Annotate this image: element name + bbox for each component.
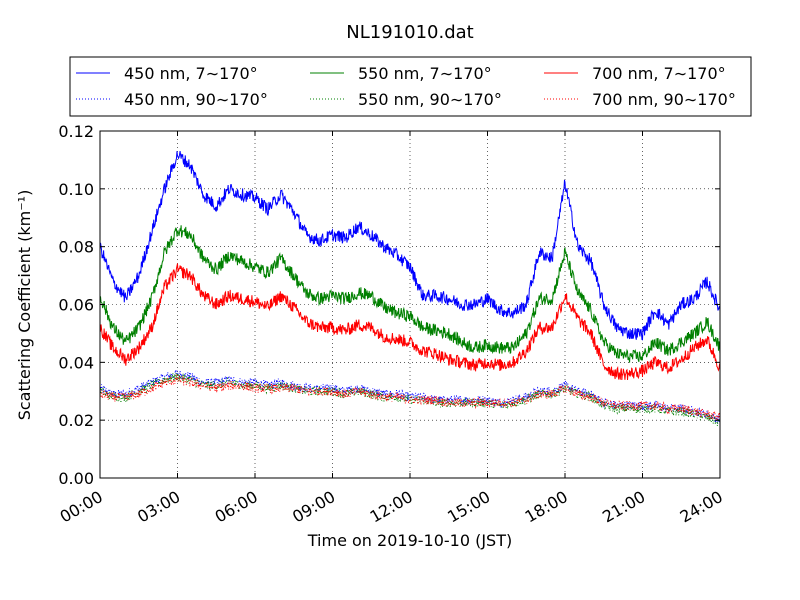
grid (100, 131, 720, 478)
legend-label: 450 nm, 90∼170° (124, 90, 268, 109)
legend-label: 700 nm, 90∼170° (592, 90, 736, 109)
legend: 450 nm, 7∼170° 450 nm, 90∼170° 550 nm, 7∼1… (69, 56, 752, 117)
series-line (99, 150, 721, 341)
y-axis-label: Scattering Coefficient (km⁻¹) (15, 190, 34, 421)
series-line (99, 369, 721, 424)
series-line (99, 263, 721, 380)
legend-label: 450 nm, 7∼170° (124, 64, 258, 83)
x-tick-label: 18:00 (522, 487, 571, 527)
ticks: 00:00 03:00 06:00 09:00 12:00 15:00 18:00 21:00… (57, 122, 726, 527)
chart-title: NL191010.dat (346, 22, 473, 43)
x-tick-label: 12:00 (367, 487, 416, 527)
series-line (99, 373, 721, 421)
y-tick-label: 0.08 (58, 238, 94, 257)
y-tick-label: 0.04 (58, 353, 94, 372)
y-tick-label: 0.00 (58, 469, 94, 488)
legend-label: 550 nm, 7∼170° (358, 64, 492, 83)
x-tick-label: 15:00 (444, 487, 493, 527)
y-tick-label: 0.02 (58, 411, 94, 430)
y-tick-label: 0.10 (58, 180, 94, 199)
y-tick-label: 0.06 (58, 296, 94, 315)
x-tick-label: 09:00 (289, 487, 338, 527)
x-tick-label: 03:00 (134, 487, 183, 527)
x-tick-label: 21:00 (599, 487, 648, 527)
legend-label: 550 nm, 90∼170° (358, 90, 502, 109)
y-tick-label: 0.12 (58, 122, 94, 141)
legend-label: 700 nm, 7∼170° (592, 64, 726, 83)
x-axis-label: Time on 2019-10-10 (JST) (307, 531, 512, 550)
series-line (99, 225, 721, 363)
series-layer (99, 150, 721, 426)
x-tick-label: 24:00 (677, 487, 726, 527)
x-tick-label: 00:00 (57, 487, 106, 527)
legend-frame (69, 56, 752, 117)
x-tick-label: 06:00 (212, 487, 261, 527)
